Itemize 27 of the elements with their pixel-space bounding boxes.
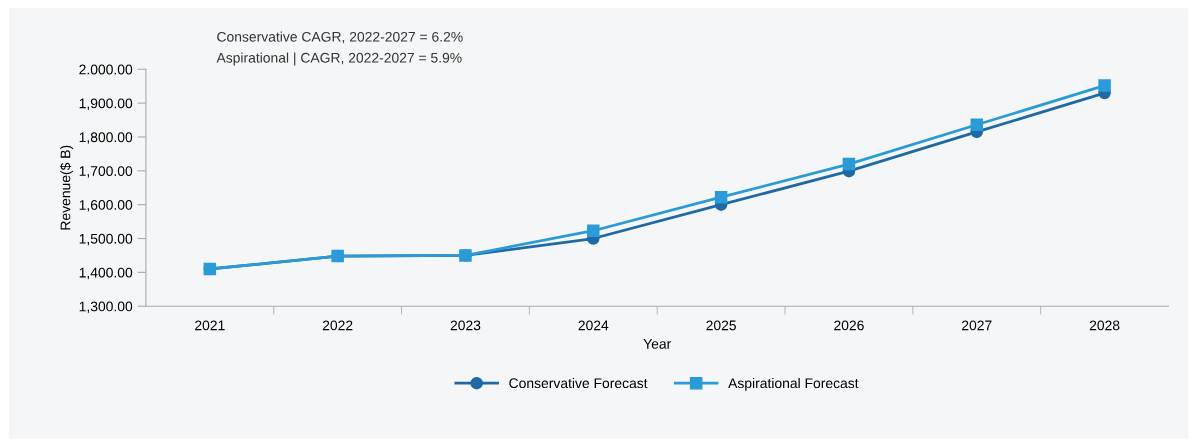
- point: [1098, 79, 1111, 92]
- x-tick-label: 2022: [322, 320, 353, 331]
- point: [714, 190, 728, 204]
- x-tick-label: 2024: [578, 320, 609, 331]
- y-axis-title: Revenue($ B): [59, 145, 74, 230]
- y-tick-label: 1,400.00: [79, 267, 133, 280]
- y-tick-label: 1,900.00: [79, 98, 133, 110]
- x-tick-label: 2023: [450, 320, 481, 331]
- x-axis-title: Year: [643, 339, 672, 349]
- y-tick-label: 1,700.00: [79, 166, 133, 178]
- x-tick-label: 2025: [706, 320, 736, 331]
- y-tick-label: 1,600.00: [79, 200, 133, 212]
- legend-label: Conservative Forecast: [509, 377, 648, 389]
- x-tick-label: 2028: [1089, 320, 1120, 331]
- x-tick-label: 2026: [834, 320, 864, 331]
- point: [970, 118, 984, 132]
- x-tick-label: 2027: [962, 320, 992, 331]
- point: [587, 224, 600, 237]
- y-tick-label: 1,300.00: [79, 301, 133, 313]
- legend-label: Aspirational Forecast: [728, 377, 859, 391]
- y-tick-label: 2.000.00: [79, 64, 133, 75]
- point: [842, 157, 856, 171]
- text: Conservative CAGR, 2022-2027 = 6.2%: [217, 31, 463, 44]
- y-tick-label: 1,500.00: [79, 233, 133, 246]
- x-tick-label: 2021: [195, 320, 225, 331]
- text: Aspirational | CAGR, 2022-2027 = 5.9%: [216, 52, 462, 66]
- y-tick-label: 1,800.00: [79, 132, 133, 144]
